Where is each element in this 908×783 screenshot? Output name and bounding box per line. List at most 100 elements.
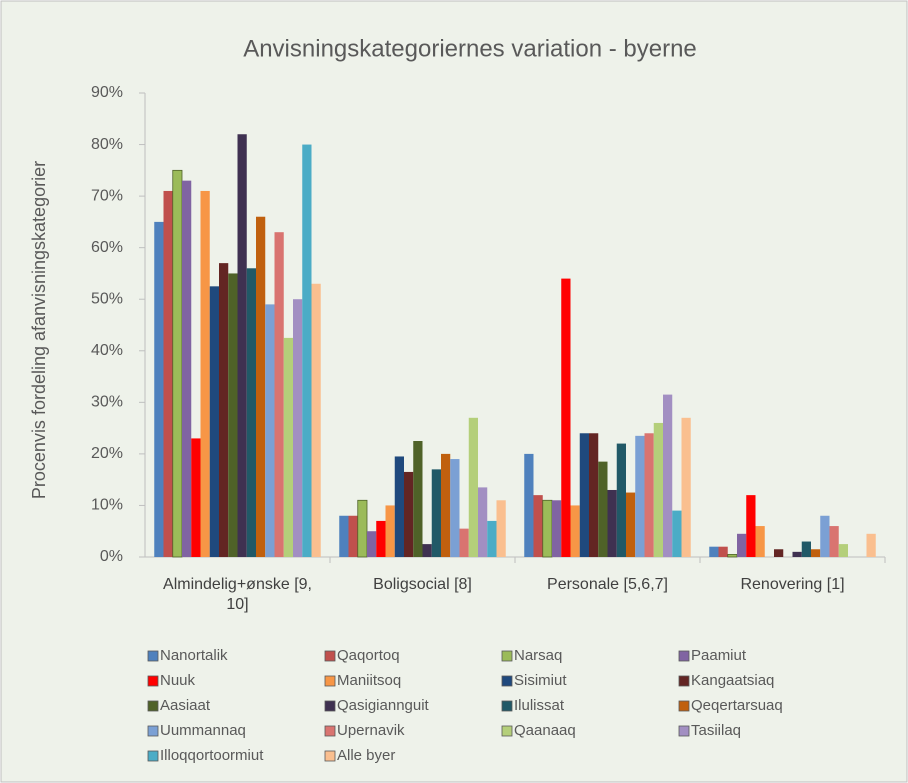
y-tick-label: 20% (91, 445, 123, 462)
bar (311, 283, 321, 557)
legend-swatch (501, 675, 513, 687)
bar (468, 417, 478, 557)
legend-label: Qeqertarsuaq (691, 697, 783, 714)
bar (866, 533, 876, 557)
bar (681, 417, 691, 557)
y-tick-label: 30% (91, 394, 123, 411)
legend-label: Qaanaaq (514, 722, 576, 739)
bar (727, 554, 738, 558)
bar (820, 515, 830, 557)
bar (209, 286, 219, 557)
bar (829, 526, 839, 557)
bar (441, 453, 451, 557)
bar (487, 520, 497, 557)
bar (431, 469, 441, 557)
y-tick-label: 40% (91, 342, 123, 359)
legend-label: Aasiaat (160, 697, 211, 714)
legend-label: Qasigiannguit (337, 697, 430, 714)
legend-swatch (147, 750, 159, 762)
legend-label: Illoqqortoormiut (160, 747, 264, 764)
bar (339, 515, 349, 557)
bar (376, 520, 386, 557)
legend-swatch (324, 675, 336, 687)
bar (838, 544, 848, 557)
y-tick-label: 50% (91, 290, 123, 307)
bar (302, 144, 312, 558)
bar (200, 190, 210, 557)
bar (811, 549, 821, 557)
bar (154, 221, 164, 557)
legend-label: Kangaatsiaq (691, 672, 774, 689)
bar (524, 453, 534, 557)
legend-swatch (147, 700, 159, 712)
legend-swatch (324, 650, 336, 662)
y-tick-label: 10% (91, 497, 123, 514)
bar (552, 500, 562, 557)
bar (246, 268, 256, 557)
legend-swatch (147, 725, 159, 737)
bar (367, 531, 377, 557)
bar (293, 299, 303, 557)
legend-swatch (324, 750, 336, 762)
y-tick-label: 90% (91, 84, 123, 101)
bar (496, 500, 506, 557)
legend-swatch (678, 700, 690, 712)
bar (237, 134, 247, 557)
bar (357, 499, 368, 558)
x-tick-label: Almindelig+ønske [9, 10] (163, 576, 312, 613)
y-tick-label: 80% (91, 136, 123, 153)
bar (737, 533, 747, 557)
legend-swatch (324, 725, 336, 737)
bar (348, 515, 358, 557)
x-tick-label: Personale [5,6,7] (547, 576, 668, 593)
bar (533, 495, 543, 557)
bar (755, 526, 765, 557)
bar (274, 232, 284, 557)
legend-swatch (324, 700, 336, 712)
bar (626, 492, 636, 557)
legend-label: Paamiut (691, 647, 747, 664)
legend-label: Tasiilaq (691, 722, 741, 739)
bar (746, 495, 756, 557)
legend-label: Qaqortoq (337, 647, 400, 664)
bar (718, 546, 728, 557)
legend-swatch (501, 725, 513, 737)
bar (644, 433, 654, 557)
legend-swatch (678, 725, 690, 737)
bar (450, 459, 460, 557)
legend-label: Maniitsoq (337, 672, 401, 689)
legend-label: Upernavik (337, 722, 405, 739)
bar (663, 394, 673, 557)
bar (801, 541, 811, 557)
bar (219, 263, 229, 557)
bar (542, 499, 553, 558)
legend-swatch (147, 650, 159, 662)
bar (653, 422, 663, 557)
bar (163, 190, 173, 557)
bar (672, 510, 682, 557)
bar (191, 438, 201, 557)
bar (598, 461, 608, 557)
bar (413, 441, 423, 557)
x-tick-label: Renovering [1] (740, 576, 845, 593)
x-tick-label: Boligsocial [8] (373, 576, 472, 593)
legend-swatch (501, 700, 513, 712)
legend-label: Ilulissat (514, 697, 565, 714)
bar (561, 278, 571, 557)
bar (570, 505, 580, 557)
y-tick-label: 60% (91, 239, 123, 256)
bar (635, 435, 645, 557)
legend-swatch (501, 650, 513, 662)
bar (792, 551, 802, 557)
bar (182, 180, 192, 557)
legend-label: Sisimiut (514, 672, 567, 689)
bar (385, 505, 395, 557)
legend-swatch (678, 675, 690, 687)
legend-label: Nanortalik (160, 647, 228, 664)
legend-label: Narsaq (514, 647, 562, 664)
chart-title: Anvisningskategoriernes variation - byer… (243, 35, 697, 62)
bar (394, 456, 404, 557)
legend-label: Nuuk (160, 672, 196, 689)
